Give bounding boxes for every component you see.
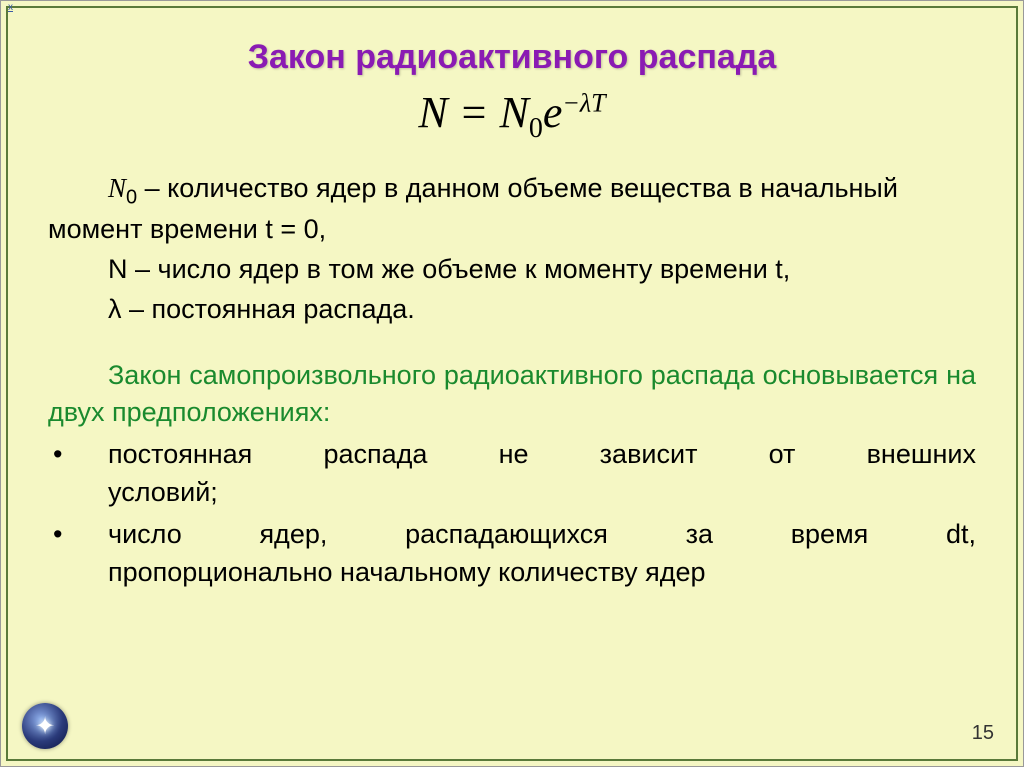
green-paragraph: Закон самопроизвольного радиоактивного р… xyxy=(48,357,976,433)
slide-title: Закон радиоактивного распада xyxy=(48,38,976,77)
bullet-1-line-1: постоянная распада не зависит от внешних xyxy=(108,436,976,474)
formula-exp: −λT xyxy=(562,88,605,117)
bullet-1: • постоянная распада не зависит от внешн… xyxy=(48,436,976,512)
formula-rhs-base: N xyxy=(499,88,528,137)
close-link[interactable]: x xyxy=(8,2,13,13)
bullet-2-line-2: пропорционально начальному количеству яд… xyxy=(108,554,976,592)
bullet-1-text: постоянная распада не зависит от внешних… xyxy=(108,436,976,512)
bullet-1-line-2: условий; xyxy=(108,474,976,512)
bullet-dot: • xyxy=(48,516,108,592)
formula-lhs: N xyxy=(418,88,447,137)
slide-body: N0 – количество ядер в данном объеме вещ… xyxy=(48,170,976,592)
definition-n0: N0 – количество ядер в данном объеме вещ… xyxy=(48,170,976,249)
var-n: N xyxy=(108,173,126,203)
logo-badge: ✦ xyxy=(22,703,68,749)
def-n0-text: – количество ядер в данном объеме вещест… xyxy=(48,173,898,244)
formula-e: e xyxy=(543,88,563,137)
var-n-sub: 0 xyxy=(126,186,137,208)
star-icon: ✦ xyxy=(35,712,55,741)
bullet-2: • число ядер, распадающихся за время dt,… xyxy=(48,516,976,592)
main-formula: N = N0e−λT xyxy=(48,87,976,145)
slide-frame: Закон радиоактивного распада N = N0e−λT … xyxy=(6,6,1018,761)
formula-rhs-sub: 0 xyxy=(529,113,543,144)
definition-lambda: λ – постоянная распада. xyxy=(48,291,976,329)
definition-n: N – число ядер в том же объеме к моменту… xyxy=(48,251,976,289)
bullet-2-line-1: число ядер, распадающихся за время dt, xyxy=(108,516,976,554)
formula-eq: = xyxy=(448,88,500,137)
bullet-2-text: число ядер, распадающихся за время dt, п… xyxy=(108,516,976,592)
bullet-dot: • xyxy=(48,436,108,512)
page-number: 15 xyxy=(972,722,994,745)
